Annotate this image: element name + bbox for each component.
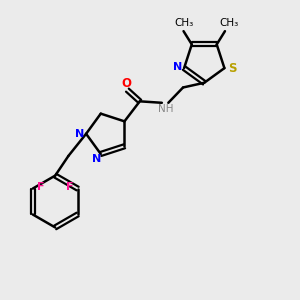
Text: NH: NH [158, 104, 173, 114]
Text: F: F [66, 182, 73, 192]
Text: O: O [121, 77, 131, 90]
Text: CH₃: CH₃ [174, 18, 193, 28]
Text: N: N [173, 62, 182, 72]
Text: S: S [228, 61, 237, 75]
Text: N: N [75, 129, 84, 139]
Text: CH₃: CH₃ [220, 18, 239, 28]
Text: F: F [37, 182, 45, 192]
Text: N: N [92, 154, 101, 164]
